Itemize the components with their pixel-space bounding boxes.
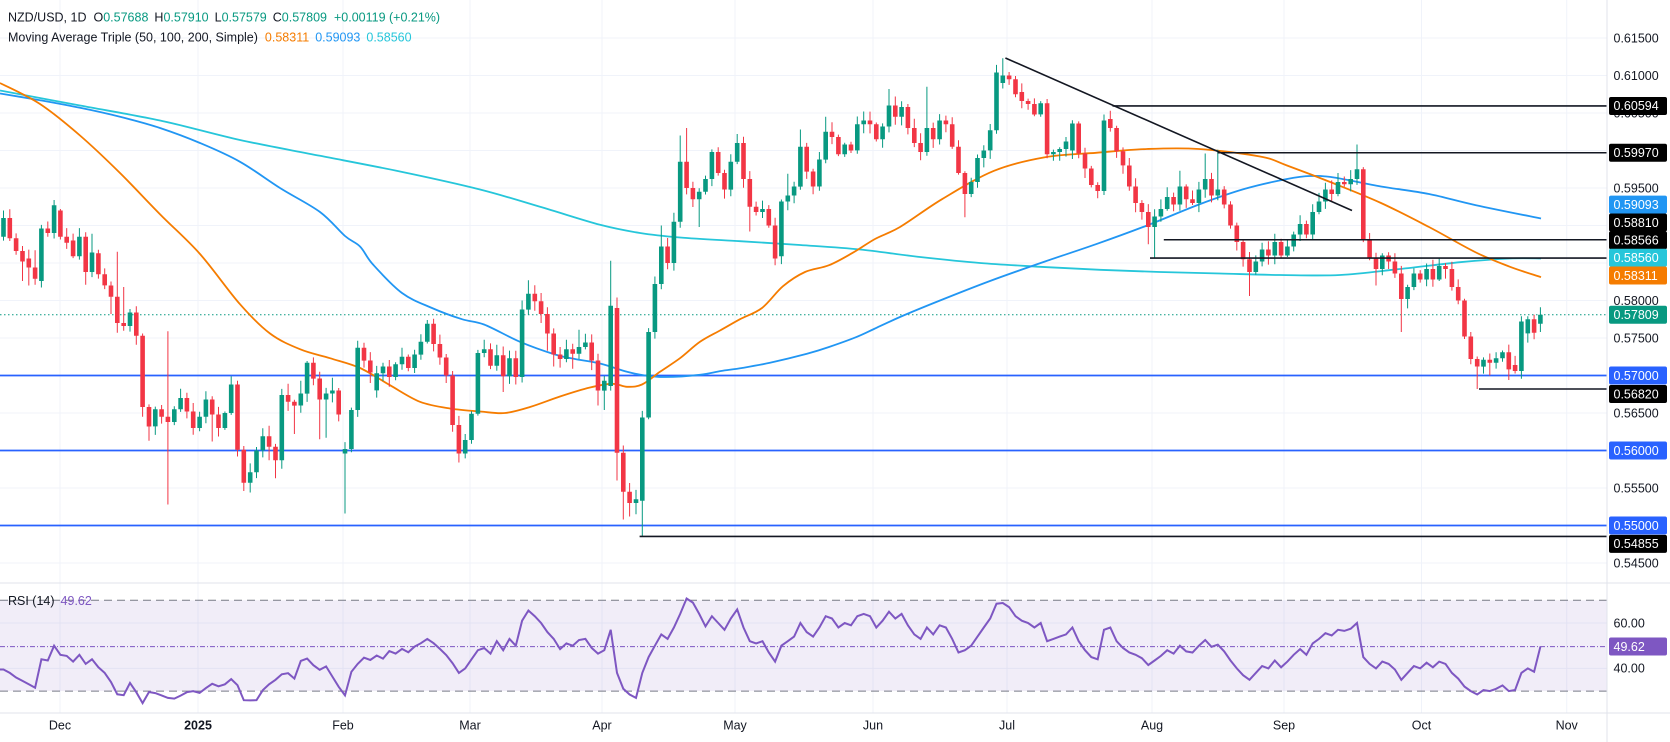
svg-text:0.57000: 0.57000 xyxy=(1614,369,1659,383)
svg-text:0.58000: 0.58000 xyxy=(1614,294,1659,308)
svg-text:May: May xyxy=(723,719,747,733)
svg-text:0.55500: 0.55500 xyxy=(1614,481,1659,495)
svg-text:RSI (14)49.62: RSI (14) 49.62 xyxy=(8,594,92,608)
svg-text:0.58311: 0.58311 xyxy=(1614,269,1658,283)
svg-text:Apr: Apr xyxy=(592,719,611,733)
svg-text:Moving Average Triple (50, 100: Moving Average Triple (50, 100, 200, Sim… xyxy=(8,31,412,45)
svg-text:0.58810: 0.58810 xyxy=(1614,216,1659,230)
svg-text:0.58560: 0.58560 xyxy=(1614,251,1659,265)
svg-text:0.56820: 0.56820 xyxy=(1614,387,1659,401)
svg-text:Dec: Dec xyxy=(49,719,71,733)
svg-text:0.56500: 0.56500 xyxy=(1614,406,1659,420)
svg-text:0.61000: 0.61000 xyxy=(1614,69,1659,83)
svg-text:Feb: Feb xyxy=(332,719,354,733)
svg-text:0.59970: 0.59970 xyxy=(1614,146,1659,160)
svg-text:Jun: Jun xyxy=(863,719,883,733)
svg-text:Oct: Oct xyxy=(1412,719,1432,733)
svg-text:Jul: Jul xyxy=(999,719,1015,733)
svg-text:Sep: Sep xyxy=(1273,719,1295,733)
svg-text:2025: 2025 xyxy=(184,719,212,733)
svg-text:0.59500: 0.59500 xyxy=(1614,181,1659,195)
svg-text:Mar: Mar xyxy=(459,719,481,733)
svg-text:60.00: 60.00 xyxy=(1614,616,1645,630)
svg-text:0.59093: 0.59093 xyxy=(1614,198,1659,212)
svg-text:0.54500: 0.54500 xyxy=(1614,556,1659,570)
svg-text:49.62: 49.62 xyxy=(1614,640,1645,654)
svg-text:40.00: 40.00 xyxy=(1614,662,1645,676)
svg-text:0.57809: 0.57809 xyxy=(1614,308,1659,322)
svg-text:0.61500: 0.61500 xyxy=(1614,31,1659,45)
svg-text:0.54855: 0.54855 xyxy=(1614,537,1659,551)
svg-text:0.60594: 0.60594 xyxy=(1614,99,1659,113)
svg-text:Nov: Nov xyxy=(1556,719,1579,733)
svg-text:0.55000: 0.55000 xyxy=(1614,519,1659,533)
svg-text:0.56000: 0.56000 xyxy=(1614,444,1659,458)
svg-text:0.58566: 0.58566 xyxy=(1614,234,1659,248)
svg-text:0.57500: 0.57500 xyxy=(1614,331,1659,345)
svg-text:Aug: Aug xyxy=(1141,719,1163,733)
